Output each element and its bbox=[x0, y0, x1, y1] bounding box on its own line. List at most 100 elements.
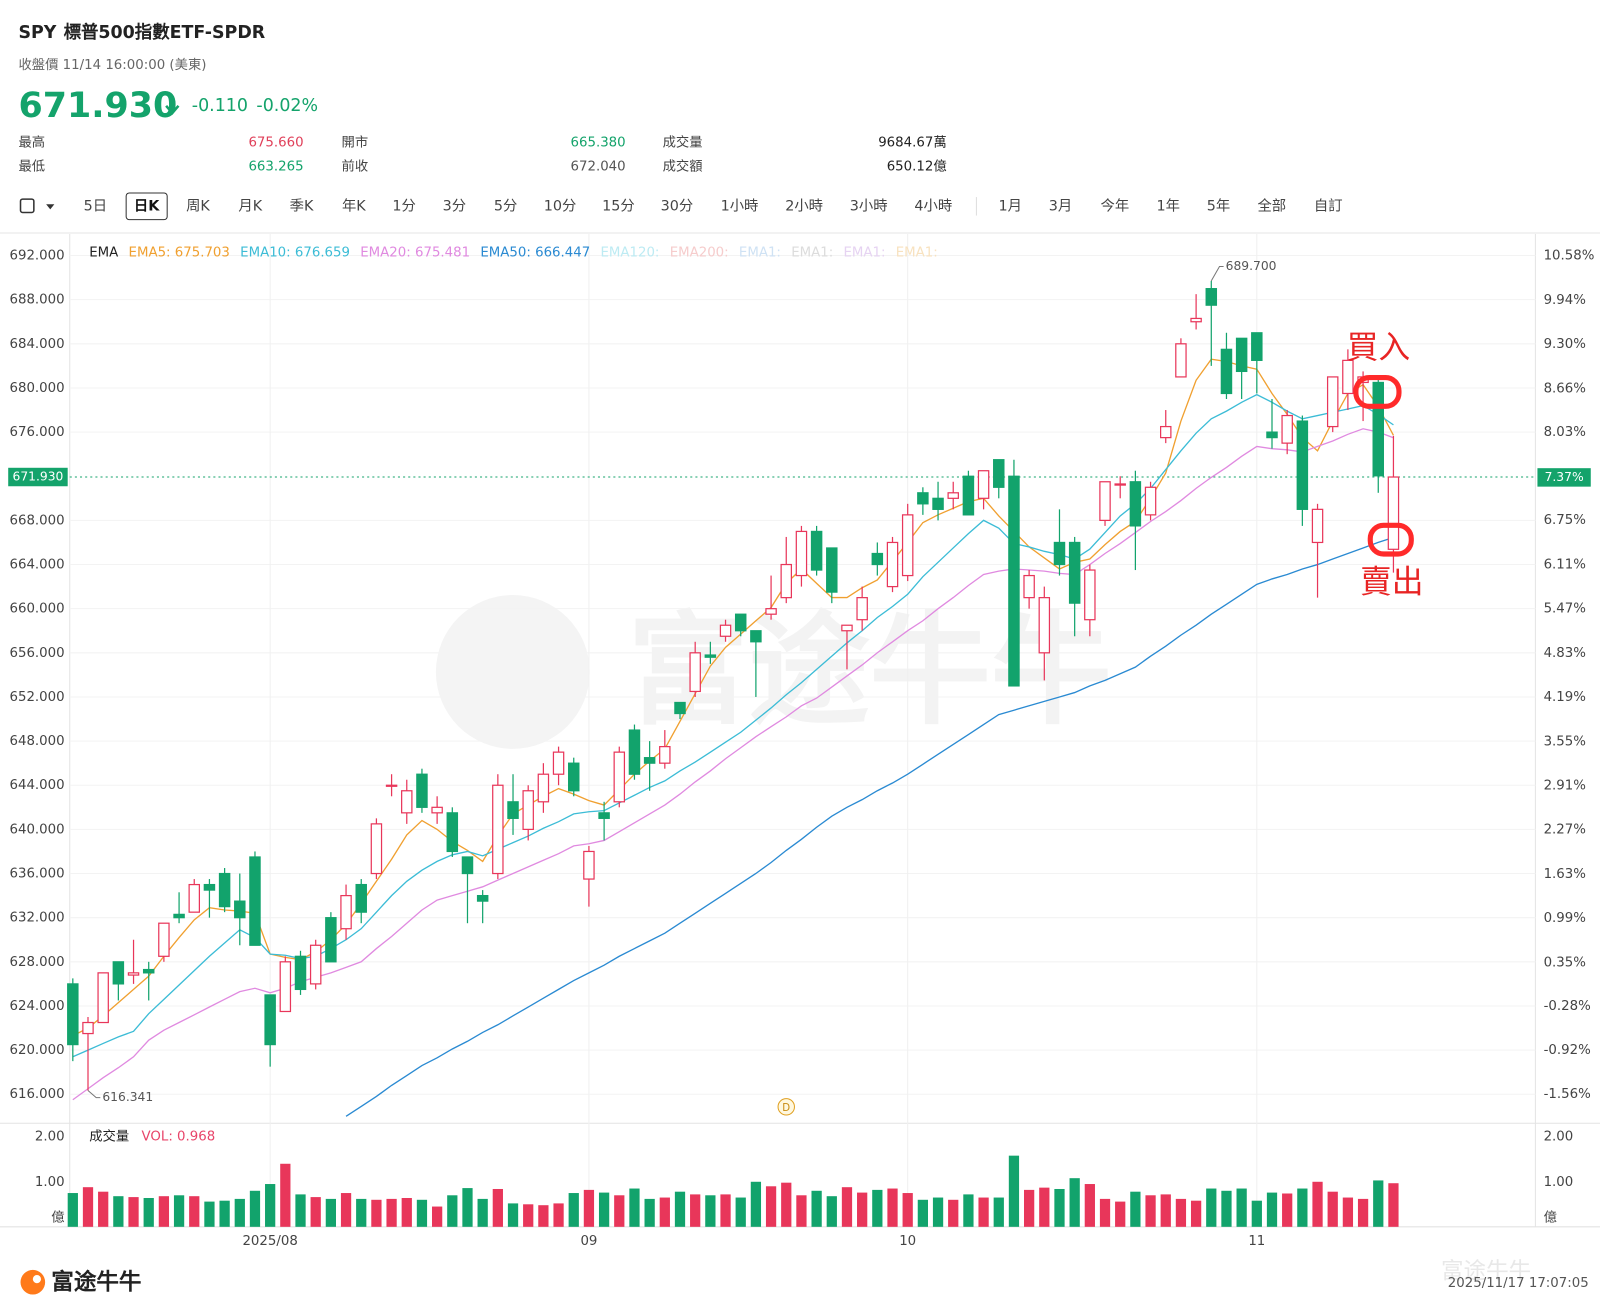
candle-body bbox=[750, 630, 762, 643]
volume-bar bbox=[325, 1198, 336, 1227]
dropdown[interactable] bbox=[46, 204, 55, 210]
legend-entry-inactive: EMA1: bbox=[896, 245, 938, 260]
brand-logo-eye bbox=[32, 1275, 42, 1284]
toolbar-item[interactable]: 周K bbox=[186, 198, 210, 214]
change: -0.110 bbox=[192, 96, 248, 116]
price: 671.930 bbox=[18, 86, 177, 126]
candle-body bbox=[613, 751, 626, 803]
candle-body bbox=[1159, 425, 1172, 439]
toolbar-item[interactable]: 3小時 bbox=[850, 197, 888, 214]
candle-body bbox=[947, 492, 959, 499]
toolbar-item[interactable]: 5年 bbox=[1207, 197, 1230, 214]
y2-tick-label: 9.30% bbox=[1544, 337, 1586, 352]
candle-body bbox=[370, 823, 383, 875]
volume-bar bbox=[705, 1195, 716, 1227]
volume-bar bbox=[310, 1197, 321, 1227]
volume-bar bbox=[1282, 1193, 1293, 1227]
volume-tick-label-right: 2.00 bbox=[1544, 1130, 1574, 1145]
toolbar-item[interactable]: 1年 bbox=[1156, 197, 1179, 214]
candle-body bbox=[795, 530, 808, 577]
layout-icon[interactable] bbox=[19, 198, 35, 214]
toolbar-item[interactable]: 10分 bbox=[544, 197, 577, 214]
legend-entry-inactive: EMA200: bbox=[670, 245, 729, 260]
stat-label: 開市 bbox=[342, 134, 369, 151]
volume-bar bbox=[690, 1194, 701, 1227]
volume-bar bbox=[1175, 1198, 1187, 1227]
volume-bar bbox=[356, 1198, 367, 1227]
brand-logo bbox=[20, 1269, 46, 1295]
candle-body bbox=[127, 972, 140, 976]
x-tick-label: 10 bbox=[899, 1234, 916, 1249]
y-tick-label: 628.000 bbox=[9, 955, 64, 970]
volume-bar bbox=[750, 1181, 762, 1227]
toolbar-item[interactable]: 4小時 bbox=[914, 197, 952, 214]
toolbar-item[interactable]: 5日 bbox=[84, 198, 107, 214]
toolbar-item[interactable]: 今年 bbox=[1101, 197, 1130, 214]
volume-bar bbox=[265, 1184, 276, 1227]
stat-value: 9684.67萬 bbox=[878, 135, 946, 151]
candle-body bbox=[1220, 348, 1233, 395]
active-tab[interactable] bbox=[125, 192, 168, 221]
volume-bar bbox=[993, 1197, 1004, 1227]
stat-value: 663.265 bbox=[248, 159, 303, 174]
change-pct: -0.02% bbox=[256, 96, 318, 116]
candle-body bbox=[507, 801, 519, 819]
toolbar-item[interactable]: 5分 bbox=[494, 197, 517, 214]
stat-value: 675.660 bbox=[248, 136, 303, 151]
volume-bar bbox=[887, 1188, 898, 1227]
volume-bar bbox=[857, 1192, 868, 1227]
volume-bar bbox=[1160, 1194, 1171, 1227]
legend-entry-inactive: EMA1: bbox=[843, 245, 885, 260]
y-tick-label: 636.000 bbox=[9, 867, 64, 882]
candle-body bbox=[188, 883, 200, 913]
y2-tick-label: 8.66% bbox=[1544, 381, 1586, 396]
candle-body bbox=[1084, 569, 1096, 621]
y-tick-label: 632.000 bbox=[9, 911, 64, 926]
stat-label: 成交額 bbox=[663, 157, 703, 174]
toolbar-item[interactable]: 3分 bbox=[443, 197, 466, 214]
volume-bar bbox=[1388, 1183, 1399, 1227]
candle-body bbox=[82, 1021, 94, 1035]
high-label: 689.700 bbox=[1226, 259, 1277, 273]
toolbar-item[interactable]: 全部 bbox=[1257, 196, 1286, 214]
y-tick-label: 624.000 bbox=[9, 999, 64, 1014]
toolbar-item[interactable]: 日K bbox=[134, 197, 160, 214]
candle-body bbox=[643, 757, 656, 764]
y2-tick-label: 10.58% bbox=[1544, 249, 1595, 264]
volume-bar bbox=[1024, 1189, 1035, 1227]
y-tick-label: 684.000 bbox=[9, 337, 64, 352]
y2-tick-label: 9.94% bbox=[1544, 293, 1586, 308]
candle-body bbox=[234, 900, 246, 919]
y2-tick-label: 8.03% bbox=[1544, 425, 1586, 440]
toolbar-item[interactable]: 月K bbox=[238, 198, 262, 214]
ema-line bbox=[72, 428, 1394, 1101]
toolbar-item[interactable]: 1月 bbox=[999, 198, 1022, 214]
candle-body bbox=[1342, 359, 1354, 395]
volume-unit: 億 bbox=[51, 1210, 64, 1226]
candle-body bbox=[158, 922, 170, 957]
toolbar-item[interactable]: 30分 bbox=[661, 197, 694, 214]
toolbar-item[interactable]: 季K bbox=[290, 197, 314, 214]
toolbar-item[interactable]: 1分 bbox=[392, 197, 415, 214]
volume-bar bbox=[1297, 1188, 1308, 1227]
toolbar-item[interactable]: 3月 bbox=[1049, 198, 1072, 214]
stat-value: 665.380 bbox=[571, 136, 626, 151]
volume-bar bbox=[826, 1196, 837, 1227]
high-leader bbox=[1210, 266, 1224, 282]
stat-label: 成交量 bbox=[663, 134, 703, 151]
candle-body bbox=[279, 961, 292, 1013]
last-price-label: 671.930 bbox=[13, 470, 64, 484]
volume-bar bbox=[249, 1190, 261, 1227]
toolbar-item[interactable]: 年K bbox=[342, 197, 366, 214]
volume-bar bbox=[98, 1191, 109, 1227]
toolbar-item[interactable]: 2小時 bbox=[785, 197, 823, 214]
candle-body bbox=[689, 652, 701, 693]
candle-body bbox=[1129, 481, 1142, 527]
volume-bar bbox=[568, 1193, 579, 1227]
toolbar-item[interactable]: 15分 bbox=[602, 197, 635, 214]
toolbar-item[interactable]: 自訂 bbox=[1314, 197, 1343, 214]
volume-bar bbox=[447, 1195, 458, 1227]
toolbar-item[interactable]: 1小時 bbox=[721, 197, 759, 214]
volume-bar bbox=[1266, 1192, 1278, 1227]
x-tick-label: 2025/08 bbox=[242, 1234, 297, 1249]
